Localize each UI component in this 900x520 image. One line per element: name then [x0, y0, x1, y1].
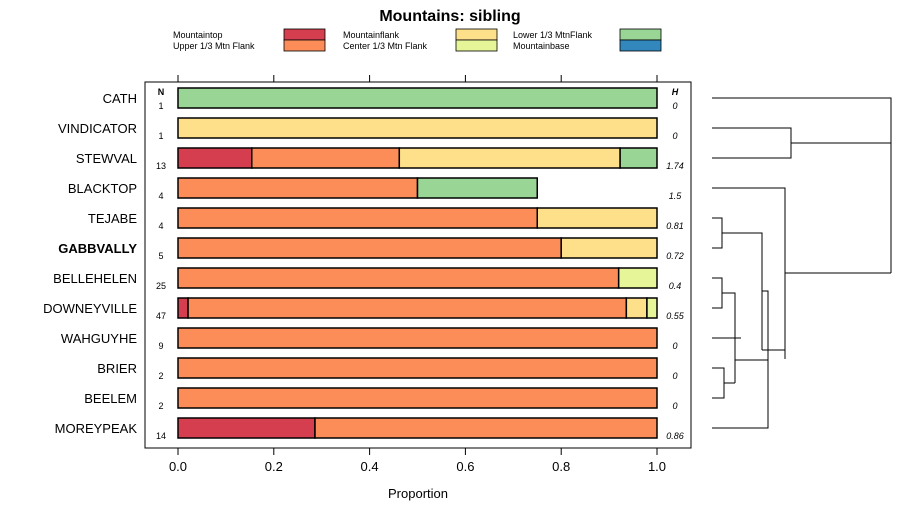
row-label: CATH [103, 91, 137, 106]
chart-title: Mountains: sibling [379, 8, 520, 25]
bar-segment [177, 417, 316, 439]
row-label: STEWVAL [76, 151, 137, 166]
row-label: TEJABE [88, 211, 137, 226]
legend-swatch [283, 39, 326, 52]
h-value: 0 [672, 131, 677, 141]
legend-swatch [283, 28, 326, 41]
x-axis-label: Proportion [388, 486, 448, 501]
legend-swatch [455, 28, 498, 41]
x-tick-label: 0.4 [361, 459, 379, 474]
x-tick-label: 0.8 [552, 459, 570, 474]
bar-segment [177, 117, 658, 139]
dendrogram-branch [762, 290, 769, 360]
dendrogram-branch [722, 232, 763, 350]
bar-segment [187, 297, 628, 319]
legend-swatch [619, 28, 662, 41]
n-value: 14 [156, 431, 166, 441]
row-label: WAHGUYHE [61, 331, 137, 346]
bar-segment [251, 147, 401, 169]
n-value: 2 [158, 371, 163, 381]
h-value: 0.72 [666, 251, 684, 261]
x-axis: 0.0 0.2 0.4 0.6 0.8 1.0 [169, 75, 666, 474]
bar-segment [177, 297, 189, 319]
dendrogram [712, 97, 892, 429]
n-value: 5 [158, 251, 163, 261]
n-value: 2 [158, 401, 163, 411]
h-header: H [672, 87, 679, 97]
x-tick-label: 0.6 [456, 459, 474, 474]
x-tick-label: 0.0 [169, 459, 187, 474]
bar-segment [416, 177, 538, 199]
bar-segment [177, 327, 658, 349]
h-value: 0 [672, 101, 677, 111]
bar-segment [177, 237, 562, 259]
legend-swatch [455, 39, 498, 52]
bar-segment [177, 177, 419, 199]
dendrogram-branch [712, 187, 786, 359]
dendrogram-branch [712, 97, 892, 273]
n-values-group: 1 1 13 4 4 5 25 47 9 2 2 14 [156, 101, 166, 441]
dendrogram-branch [712, 359, 769, 429]
row-label: BRIER [97, 361, 137, 376]
row-label: DOWNEYVILLE [43, 301, 137, 316]
h-value: 0.81 [666, 221, 684, 231]
h-value: 0 [672, 371, 677, 381]
bar-segment [177, 207, 538, 229]
n-value: 13 [156, 161, 166, 171]
bars-group [177, 87, 658, 439]
bar-segment [536, 207, 658, 229]
bar-segment [177, 387, 658, 409]
bar-segment [177, 267, 620, 289]
bar-segment [177, 357, 658, 379]
row-label: BEELEM [84, 391, 137, 406]
legend-label: Lower 1/3 MtnFlank [513, 30, 593, 40]
legend-label: Mountaintop [173, 30, 223, 40]
plot-frame [144, 81, 692, 449]
n-value: 4 [158, 191, 163, 201]
n-value: 1 [158, 131, 163, 141]
bar-segment [398, 147, 621, 169]
legend-label: Mountainflank [343, 30, 400, 40]
bar-segment [314, 417, 658, 439]
bar-segment [619, 147, 658, 169]
legend-label: Center 1/3 Mtn Flank [343, 41, 428, 51]
h-value: 0.4 [669, 281, 682, 291]
h-values-group: 0 0 1.74 1.5 0.81 0.72 0.4 0.55 0 0 0 0.86 [666, 101, 685, 441]
dendrogram-branch [712, 367, 725, 399]
dendrogram-branch [712, 217, 723, 249]
bar-segment [625, 297, 648, 319]
row-label: GABBVALLY [58, 241, 137, 256]
dendrogram-branch [712, 277, 723, 309]
row-label: VINDICATOR [58, 121, 137, 136]
legend-swatch [619, 39, 662, 52]
row-labels-group: CATH VINDICATOR STEWVAL BLACKTOP TEJABE GABBV… [43, 91, 137, 436]
h-value: 0 [672, 401, 677, 411]
h-value: 1.5 [669, 191, 683, 201]
n-value: 9 [158, 341, 163, 351]
bar-segment [177, 147, 253, 169]
legend-label: Upper 1/3 Mtn Flank [173, 41, 255, 51]
h-value: 0 [672, 341, 677, 351]
row-label: BELLEHELEN [53, 271, 137, 286]
row-label: MOREYPEAK [55, 421, 138, 436]
x-tick-label: 1.0 [648, 459, 666, 474]
legend-label: Mountainbase [513, 41, 570, 51]
n-value: 4 [158, 221, 163, 231]
n-value: 47 [156, 311, 166, 321]
bar-segment [177, 87, 658, 109]
h-value: 0.55 [666, 311, 685, 321]
n-value: 1 [158, 101, 163, 111]
row-label: BLACKTOP [68, 181, 137, 196]
dendrogram-branch [712, 127, 792, 159]
x-tick-label: 0.2 [265, 459, 283, 474]
h-value: 1.74 [666, 161, 684, 171]
n-header: N [158, 87, 165, 97]
bar-segment [646, 297, 658, 319]
n-value: 25 [156, 281, 166, 291]
bar-segment [560, 237, 658, 259]
bar-segment [617, 267, 658, 289]
h-value: 0.86 [666, 431, 684, 441]
